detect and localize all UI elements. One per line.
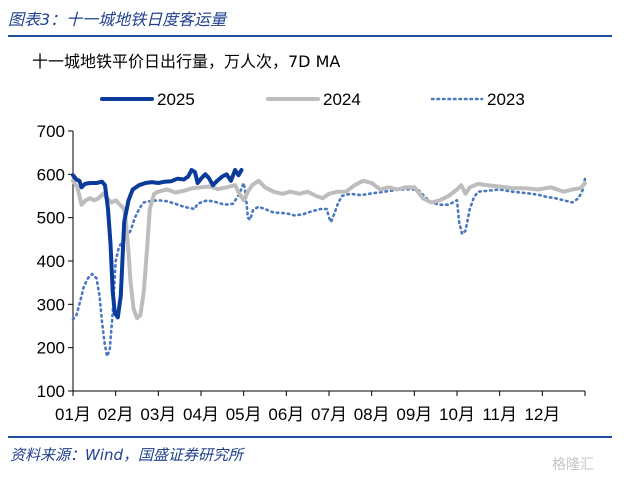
watermark-logo: 格隆汇 [552,457,594,473]
source-note: 资料来源：Wind，国盛证券研究所 [10,446,244,464]
y-tick-label: 200 [37,339,65,358]
line-chart: 100 200 300 400 500 600 700 01月 02月 03月 04月 05月 06月 0… [37,90,587,424]
page-title: 图表3：十一城地铁日度客运量 [8,10,227,29]
series-line-2025 [71,168,244,320]
x-tick-label: 11月 [482,405,517,424]
x-tick-label: 01月 [55,405,91,424]
y-tick-label: 600 [37,165,65,184]
x-tick-label: 04月 [183,405,219,424]
x-tick-label: 08月 [354,405,390,424]
x-tick-label: 03月 [140,405,176,424]
x-tick-label: 06月 [268,405,304,424]
chart-title: 十一城地铁平价日出行量，万人次，7D MA [32,52,341,71]
x-tick-label: 09月 [396,405,432,424]
legend-label-2025: 2025 [157,90,195,109]
x-tick-label: 10月 [439,405,475,424]
y-tick-label: 400 [37,252,65,271]
y-tick-label: 700 [37,122,65,141]
series-line-2023 [71,177,587,358]
legend-label-2024: 2024 [323,90,361,109]
x-tick-label: 12月 [524,405,560,424]
y-tick-label: 500 [37,209,65,228]
footer-divider [8,436,612,438]
header-divider [8,35,612,37]
x-tick-label: 07月 [311,405,347,424]
legend-label-2023: 2023 [487,90,525,109]
x-tick-label: 02月 [98,405,134,424]
y-tick-label: 100 [37,382,65,401]
x-tick-label: 05月 [226,405,262,424]
y-tick-label: 300 [37,295,65,314]
